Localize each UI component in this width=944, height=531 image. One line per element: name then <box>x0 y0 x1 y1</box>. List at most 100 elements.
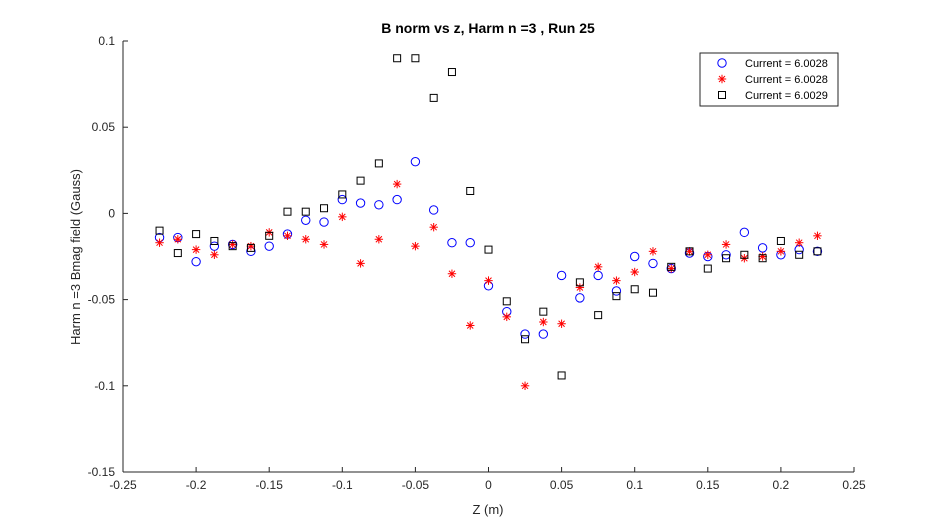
data-point <box>465 238 475 248</box>
x-tick-label: -0.25 <box>109 478 137 492</box>
data-point <box>539 307 548 316</box>
data-point <box>447 269 457 278</box>
data-point <box>319 217 329 227</box>
data-point <box>612 292 621 301</box>
data-point <box>155 226 164 235</box>
data-point <box>502 297 511 306</box>
x-tick-label: 0.1 <box>626 478 643 492</box>
data-point <box>337 194 347 205</box>
data-point <box>356 259 365 268</box>
x-tick-label: -0.15 <box>256 478 284 492</box>
data-point <box>429 222 438 232</box>
data-point <box>428 205 439 215</box>
data-point <box>319 240 329 249</box>
data-point <box>301 235 310 244</box>
x-tick-label: -0.1 <box>332 478 353 492</box>
data-point <box>648 247 658 256</box>
data-point <box>374 200 384 210</box>
x-axis-label: Z (m) <box>472 502 503 517</box>
data-point <box>557 371 566 380</box>
data-point <box>356 176 365 185</box>
data-point <box>466 321 475 330</box>
data-point <box>173 235 183 244</box>
y-tick-label: 0 <box>108 206 115 220</box>
data-point <box>484 276 493 285</box>
data-point <box>648 258 658 269</box>
data-point <box>630 285 639 294</box>
data-point <box>703 264 712 273</box>
data-point <box>813 231 822 241</box>
legend: Current = 6.0028 Current = 6.0028 Current … <box>699 52 839 107</box>
data-point <box>757 243 768 253</box>
y-tick-label: -0.05 <box>88 293 116 307</box>
data-point <box>191 256 201 267</box>
y-axis-label: Harm n =3 Bmag field (Gauss) <box>68 169 83 345</box>
data-point <box>593 262 603 272</box>
x-tick-label: 0.25 <box>842 478 866 492</box>
data-point <box>209 241 220 251</box>
data-point <box>812 246 823 257</box>
data-point <box>538 329 549 339</box>
data-point <box>575 278 584 287</box>
data-point <box>703 250 712 259</box>
data-point <box>813 247 822 256</box>
data-point <box>210 250 219 259</box>
data-point <box>630 251 640 262</box>
y-tick-label: 0.1 <box>98 34 115 48</box>
data-point <box>685 247 694 256</box>
data-point <box>740 250 749 259</box>
series-3 <box>155 54 822 380</box>
data-point <box>612 276 621 285</box>
data-point <box>795 250 804 259</box>
legend-marker-3 <box>718 91 726 99</box>
data-point <box>447 238 457 248</box>
data-point <box>575 283 585 292</box>
data-point <box>594 311 603 320</box>
data-point <box>246 241 256 251</box>
data-point <box>721 250 731 260</box>
data-point <box>283 207 292 216</box>
data-point <box>355 198 366 208</box>
data-point <box>648 288 657 297</box>
data-point <box>393 54 402 63</box>
y-tick-label: -0.1 <box>94 379 115 393</box>
data-point <box>556 270 567 281</box>
data-point <box>246 243 255 252</box>
data-point <box>265 231 274 240</box>
plot-area <box>123 41 854 472</box>
data-point <box>466 186 475 195</box>
data-point <box>520 381 530 390</box>
x-tick-label: 0.15 <box>696 478 720 492</box>
y-tick-label: -0.15 <box>88 465 116 479</box>
data-point <box>228 240 237 249</box>
data-point <box>794 238 804 247</box>
data-point <box>502 312 511 322</box>
data-point <box>301 215 311 225</box>
x-tick-label: 0.2 <box>773 478 790 492</box>
data-point <box>155 238 164 247</box>
series-2 <box>155 179 822 390</box>
data-point <box>338 212 347 222</box>
legend-entry-3: Current = 6.0029 <box>745 90 828 102</box>
data-point <box>575 293 585 303</box>
data-point <box>228 242 237 251</box>
data-point <box>411 241 420 251</box>
x-tick-label: -0.2 <box>186 478 207 492</box>
x-ticks: -0.25 -0.2 -0.15 -0.1 -0.05 0 0.05 0.1 0.15 0.2 0.… <box>109 467 866 492</box>
data-point <box>739 227 750 238</box>
data-point <box>264 241 274 251</box>
data-point <box>521 335 530 344</box>
data-point <box>539 317 548 327</box>
x-tick-label: -0.05 <box>402 478 430 492</box>
data-point <box>520 329 530 339</box>
data-point <box>392 179 402 189</box>
legend-marker-2 <box>717 74 727 84</box>
data-point <box>758 254 767 263</box>
legend-entry-2: Current = 6.0028 <box>745 74 828 86</box>
data-point <box>721 240 731 249</box>
y-ticks: -0.15 -0.1 -0.05 0 0.05 0.1 <box>88 34 128 479</box>
data-point <box>283 231 292 241</box>
x-tick-label: 0.05 <box>550 478 574 492</box>
x-tick-label: 0 <box>485 478 492 492</box>
data-point <box>320 204 329 213</box>
